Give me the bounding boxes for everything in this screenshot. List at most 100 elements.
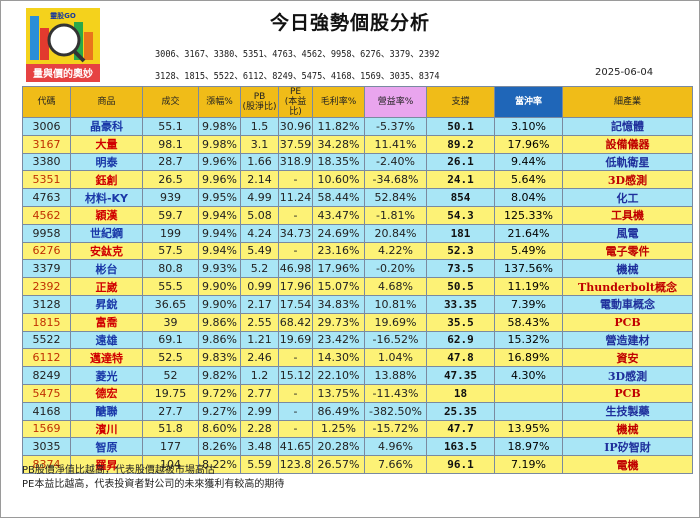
operating-margin-cell: -5.37% <box>364 117 427 136</box>
pe-cell: - <box>278 383 313 403</box>
logo-bottom-text: 量與價的奧妙 <box>33 67 93 80</box>
pe-cell: 15.12 <box>278 366 313 385</box>
table-row: 4562 穎漢 59.7 9.94% 5.08-43.47% -1.81% 54.3 125.… <box>22 205 693 225</box>
operating-margin-cell: 4.22% <box>364 241 427 261</box>
support-cell: 50.5 <box>426 277 495 296</box>
code-cell: 4168 <box>22 401 71 421</box>
pb-cell: 1.21 <box>240 330 279 350</box>
table-row: 3035 智原 177 8.26% 3.48 41.65 20.28% 4.96% 163.5 1… <box>22 437 693 457</box>
operating-margin-cell: -382.50% <box>364 401 427 421</box>
daytrade-ratio-cell: 7.39% <box>494 294 563 314</box>
gross-margin-cell: 86.49% <box>312 401 365 421</box>
support-cell: 18 <box>426 383 495 403</box>
gross-margin-cell: 15.07% <box>312 277 365 296</box>
operating-margin-cell: -1.81% <box>364 205 427 225</box>
name-cell: 菱光 <box>70 366 143 385</box>
pb-cell: 4.99 <box>240 188 279 207</box>
daytrade-ratio-cell: 5.64% <box>494 170 563 190</box>
header-support: 支撐 <box>426 86 495 118</box>
change-cell: 9.82% <box>198 366 241 385</box>
header-pb: PB (股淨比) <box>240 86 279 118</box>
name-cell: 彬台 <box>70 259 143 279</box>
gross-margin-cell: 43.47% <box>312 205 365 225</box>
gross-margin-cell: 58.44% <box>312 188 365 207</box>
operating-margin-cell: 11.41% <box>364 134 427 154</box>
volume-cell: 80.8 <box>142 259 199 279</box>
pb-cell: 2.14 <box>240 170 279 190</box>
code-cell: 3128 <box>22 294 71 314</box>
pe-cell: - <box>278 419 313 439</box>
pe-cell: 41.65 <box>278 437 313 457</box>
industry-cell: 3D感測 <box>562 170 693 190</box>
change-cell: 9.90% <box>198 277 241 296</box>
table-row: 3006 晶豪科 55.1 9.98% 1.5 30.96 11.82% -5.37% 50.1… <box>22 117 693 136</box>
gross-margin-cell: 23.16% <box>312 241 365 261</box>
volume-cell: 52 <box>142 366 199 385</box>
daytrade-ratio-cell: 9.44% <box>494 152 563 172</box>
header-name: 商品 <box>70 86 143 118</box>
name-cell: 遠雄 <box>70 330 143 350</box>
name-cell: 邁達特 <box>70 348 143 368</box>
change-cell: 9.27% <box>198 401 241 421</box>
pb-cell: 3.48 <box>240 437 279 457</box>
daytrade-ratio-cell: 18.97% <box>494 437 563 457</box>
gross-margin-cell: 22.10% <box>312 366 365 385</box>
volume-cell: 57.5 <box>142 241 199 261</box>
gross-margin-cell: 24.69% <box>312 223 365 243</box>
support-cell: 35.5 <box>426 312 495 332</box>
header-pe: PE (本益比) <box>278 86 313 118</box>
header-operating-margin: 營益率% <box>364 86 427 118</box>
stock-codes-line-2: 3128、1815、5522、6112、8249、5475、4168、1569、… <box>155 71 440 82</box>
table-row: 6112 邁達特 52.5 9.83% 2.46-14.30% 1.04% 47.8 16.8… <box>22 348 693 368</box>
gross-margin-cell: 10.60% <box>312 170 365 190</box>
change-cell: 9.94% <box>198 205 241 225</box>
operating-margin-cell: 4.68% <box>364 277 427 296</box>
page-title: 今日強勢個股分析 <box>269 12 430 34</box>
pe-cell: 318.9 <box>278 152 313 172</box>
industry-cell: 3D感測 <box>562 366 693 385</box>
name-cell: 材料-KY <box>70 188 143 207</box>
operating-margin-cell: -2.40% <box>364 152 427 172</box>
pe-cell: 17.96 <box>278 277 313 296</box>
header-daytrade-ratio: 當沖率 <box>494 86 563 118</box>
change-cell: 8.60% <box>198 419 241 439</box>
change-cell: 9.83% <box>198 348 241 368</box>
pe-cell: 19.69 <box>278 330 313 350</box>
report-date: 2025-06-04 <box>595 67 654 78</box>
stock-table: 代碼 商品 成交 漲幅% PB (股淨比) PE (本益比) 毛利率% 營益率%… <box>22 86 693 474</box>
volume-cell: 55.5 <box>142 277 199 296</box>
operating-margin-cell: -11.43% <box>364 383 427 403</box>
table-row: 4168 醣聯 27.7 9.27% 2.99-86.49% -382.50% 25.35 生… <box>22 401 693 421</box>
industry-cell: IP矽智財 <box>562 437 693 457</box>
volume-cell: 36.65 <box>142 294 199 314</box>
volume-cell: 55.1 <box>142 117 199 136</box>
gross-margin-cell: 34.28% <box>312 134 365 154</box>
pe-cell: 11.24 <box>278 188 313 207</box>
support-cell: 24.1 <box>426 170 495 190</box>
daytrade-ratio-cell: 3.10% <box>494 117 563 136</box>
daytrade-ratio-cell: 125.33% <box>494 205 563 225</box>
table-row: 5522 遠雄 69.1 9.86% 1.21 19.69 23.42% -16.52% 62.… <box>22 330 693 350</box>
change-cell: 9.98% <box>198 134 241 154</box>
daytrade-ratio-cell: 4.30% <box>494 366 563 385</box>
pb-cell: 5.59 <box>240 455 279 474</box>
volume-cell: 52.5 <box>142 348 199 368</box>
operating-margin-cell: -15.72% <box>364 419 427 439</box>
table-row: 3379 彬台 80.8 9.93% 5.2 46.98 17.96% -0.20% 73.5 1… <box>22 259 693 279</box>
pb-cell: 2.28 <box>240 419 279 439</box>
industry-cell: 電機 <box>562 455 693 474</box>
gross-margin-cell: 34.83% <box>312 294 365 314</box>
daytrade-ratio-cell: 13.95% <box>494 419 563 439</box>
table-row: 4763 材料-KY 939 9.95% 4.99 11.24 58.44% 52.84% 85… <box>22 188 693 207</box>
support-cell: 854 <box>426 188 495 207</box>
code-cell: 3035 <box>22 437 71 457</box>
pe-cell: 37.59 <box>278 134 313 154</box>
daytrade-ratio-cell: 21.64% <box>494 223 563 243</box>
header-change: 漲幅% <box>198 86 241 118</box>
name-cell: 醣聯 <box>70 401 143 421</box>
table-header-row: 代碼 商品 成交 漲幅% PB (股淨比) PE (本益比) 毛利率% 營益率%… <box>22 86 693 118</box>
daytrade-ratio-cell <box>494 401 563 421</box>
volume-cell: 98.1 <box>142 134 199 154</box>
support-cell: 73.5 <box>426 259 495 279</box>
operating-margin-cell: -34.68% <box>364 170 427 190</box>
